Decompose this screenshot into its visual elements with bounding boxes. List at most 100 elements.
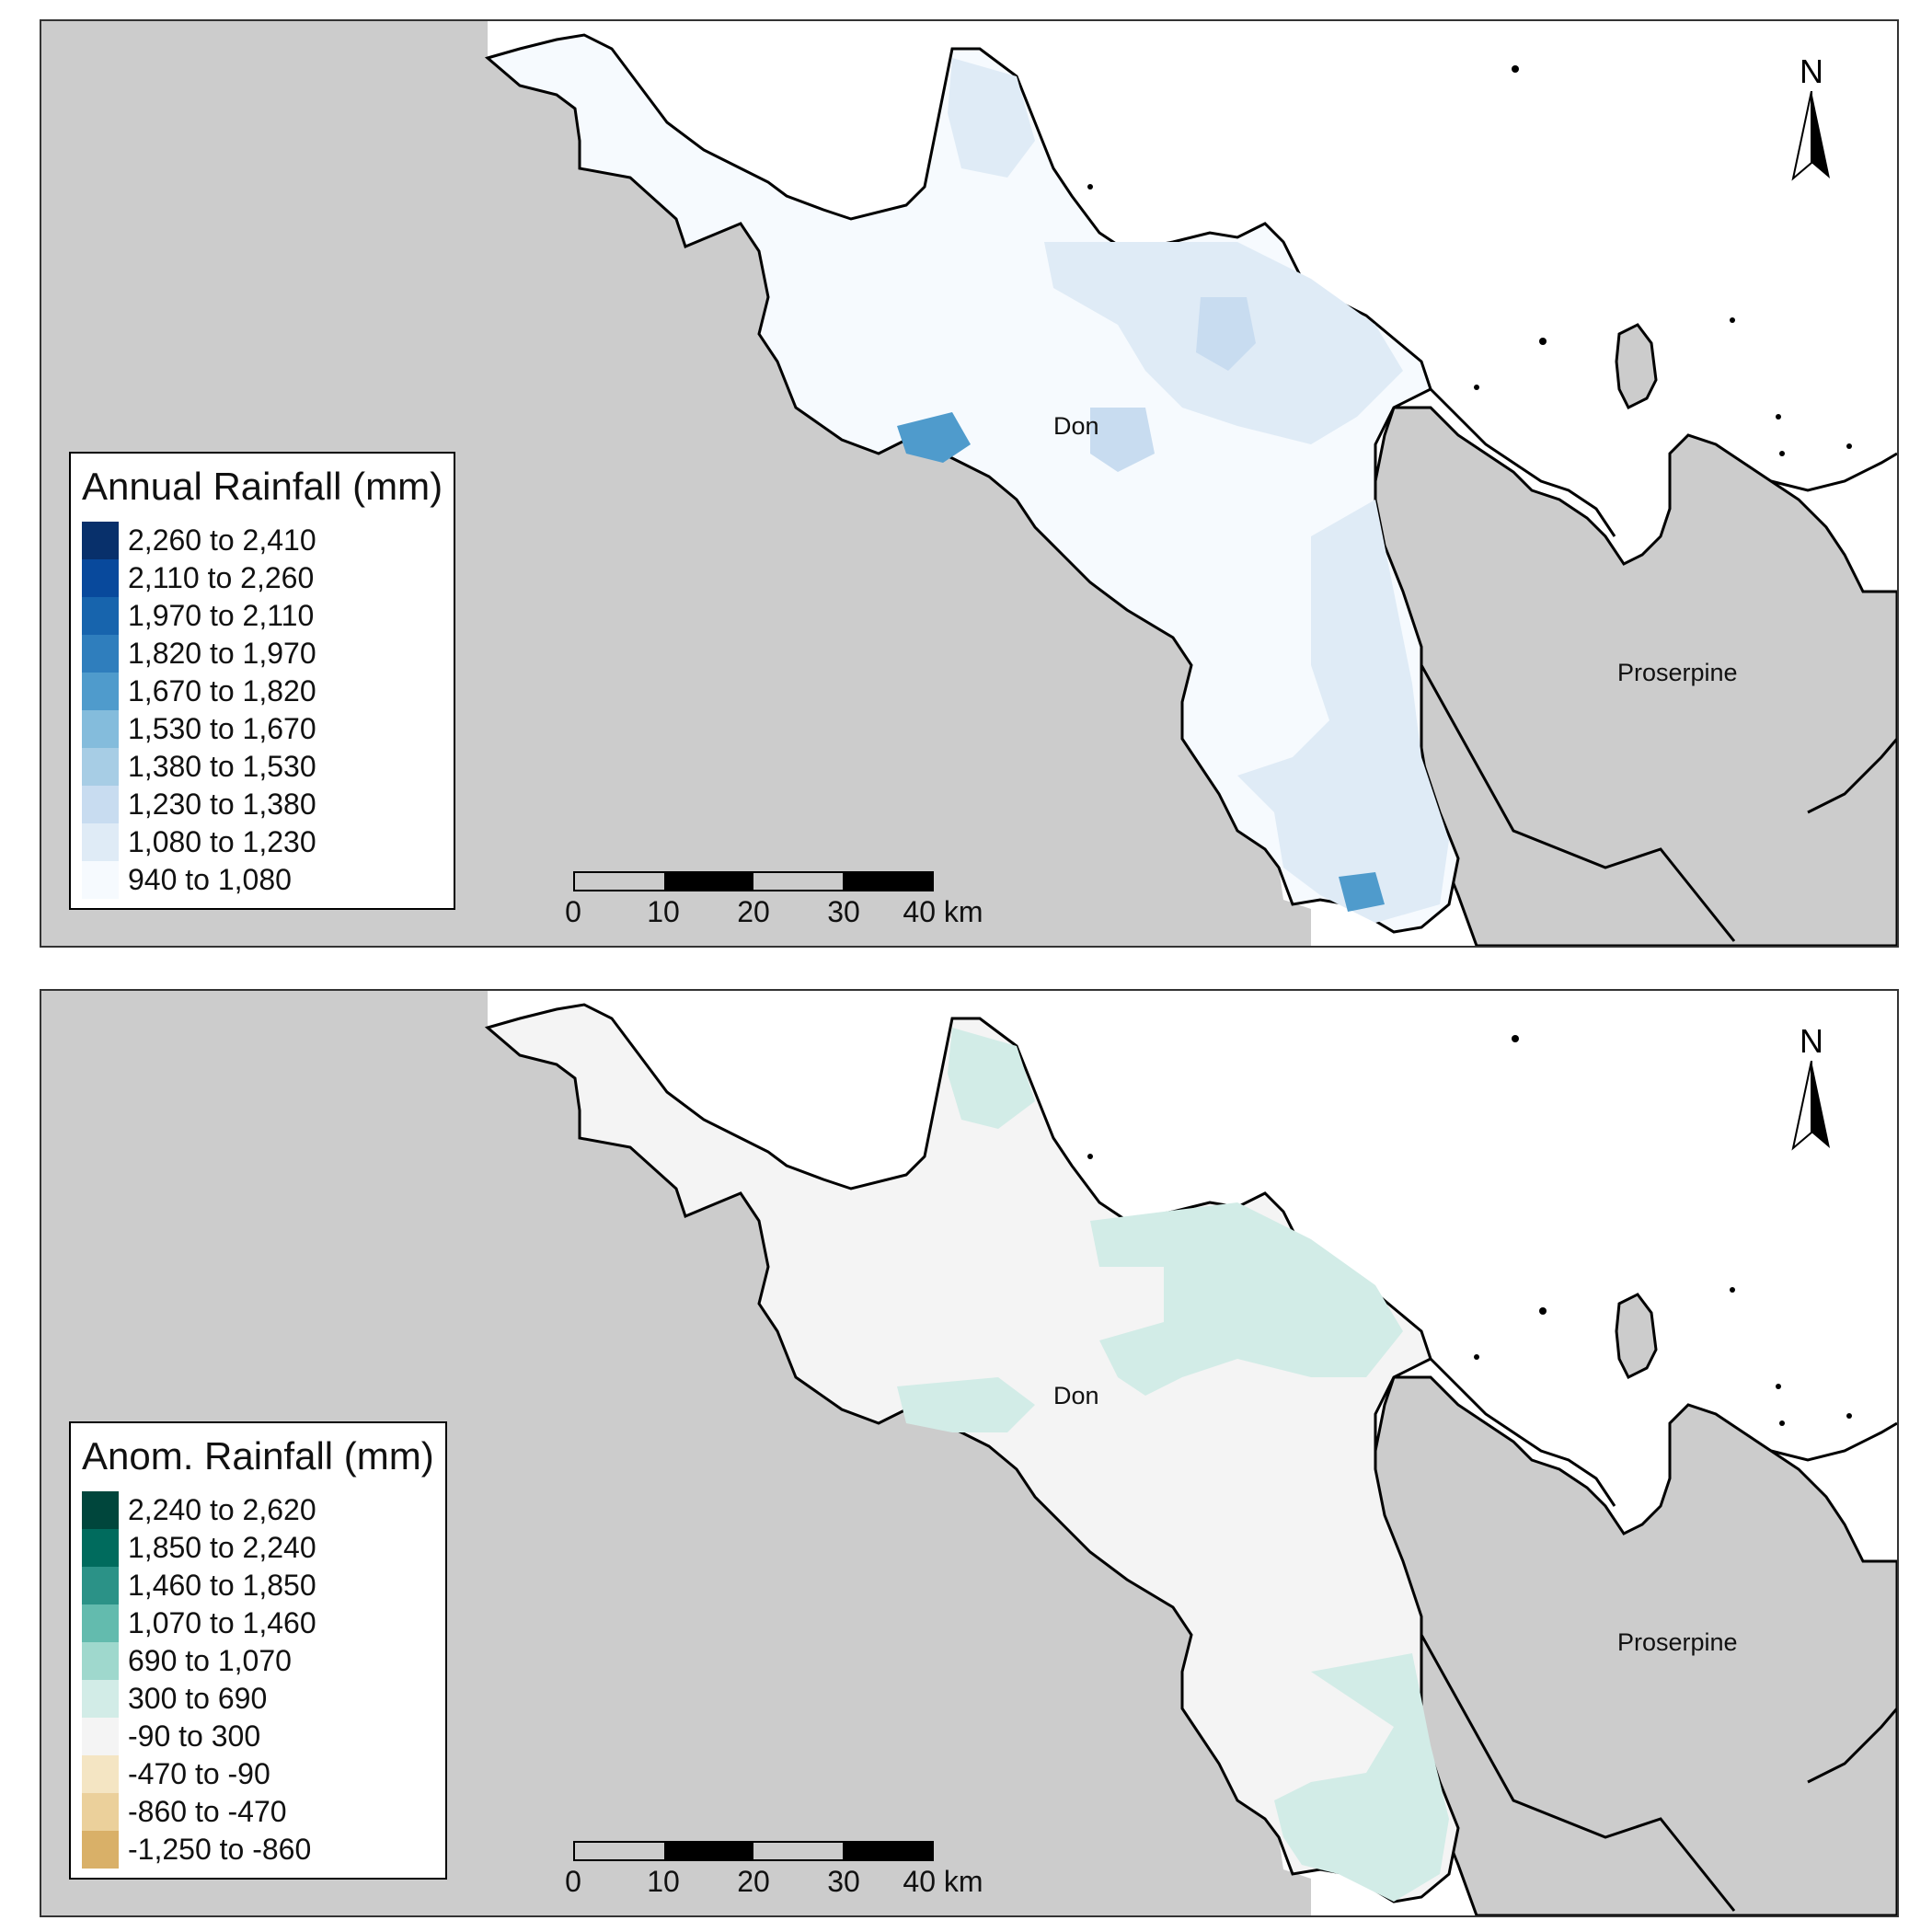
north-label: N [1800,52,1823,90]
rainfall-zone-peak-b [1090,408,1155,472]
legend-item: 1,460 to 1,850 [82,1567,434,1604]
legend-label: 2,110 to 2,260 [128,561,315,594]
legend-item: 1,530 to 1,670 [82,710,443,748]
legend-item: 1,850 to 2,240 [82,1529,434,1567]
legend-item: -1,250 to -860 [82,1831,434,1869]
north-arrow: N [1784,1022,1839,1160]
scale-tick: 30 [827,895,860,928]
legend-item: 1,080 to 1,230 [82,823,443,861]
legend-label: 1,070 to 1,460 [128,1606,316,1639]
legend-label: 1,380 to 1,530 [128,750,316,783]
scale-bar: 0 10 20 30 40 km [538,871,1017,936]
legend-item: -470 to -90 [82,1755,434,1793]
legend-item: 300 to 690 [82,1680,434,1718]
legend-swatch [82,1529,119,1567]
legend-label: 2,260 to 2,410 [128,523,316,557]
legend-swatch [82,1491,119,1529]
legend-item: 1,070 to 1,460 [82,1604,434,1642]
legend-annual: Annual Rainfall (mm) 2,260 to 2,410 2,110… [69,452,456,910]
legend-item: 2,240 to 2,620 [82,1491,434,1529]
legend-swatch [82,1567,119,1604]
scale-tick: 0 [565,895,581,928]
legend-swatch [82,673,119,710]
legend-label: 1,230 to 1,380 [128,788,316,821]
legend-item: 1,970 to 2,110 [82,597,443,635]
legend-title: Anom. Rainfall (mm) [82,1434,434,1478]
scale-tick: 40 km [903,895,983,928]
scale-bar-graphic [573,1841,934,1861]
legend-swatch [82,1642,119,1680]
legend-label: -90 to 300 [128,1719,261,1753]
island [1615,323,1658,410]
coastline [1420,1357,1897,1912]
legend-label: -860 to -470 [128,1795,287,1828]
legend-label: 1,820 to 1,970 [128,637,316,670]
rainfall-zone-peak-a [1196,297,1256,371]
place-label-proserpine: Proserpine [1617,659,1738,686]
legend-swatch [82,748,119,786]
rainfall-zone-hotspot-south [1339,872,1385,912]
legend-item: 940 to 1,080 [82,861,443,899]
legend-label: 1,080 to 1,230 [128,825,316,858]
scale-tick: 10 [647,895,680,928]
legend-swatch [82,1831,119,1869]
rainfall-zone-southeast [1237,500,1449,923]
legend-label: 1,850 to 2,240 [128,1531,316,1564]
anomaly-zone-east [1090,1202,1403,1396]
legend-label: 2,240 to 2,620 [128,1493,316,1526]
scale-tick: 30 [827,1865,860,1898]
legend-item: 2,110 to 2,260 [82,559,443,597]
legend-anomaly: Anom. Rainfall (mm) 2,240 to 2,620 1,850 … [69,1421,447,1880]
legend-label: 300 to 690 [128,1682,268,1715]
legend-label: 1,970 to 2,110 [128,599,315,632]
map-panel-annual: Don Proserpine N 0 10 20 30 40 km Annual… [40,19,1899,948]
north-arrow-icon [1791,91,1830,181]
legend-swatch [82,1718,119,1755]
legend-label: 940 to 1,080 [128,863,292,896]
legend-item: -860 to -470 [82,1793,434,1831]
place-label-proserpine: Proserpine [1617,1628,1738,1656]
legend-swatch [82,1755,119,1793]
legend-swatch [82,1604,119,1642]
legend-swatch [82,559,119,597]
anomaly-zone-west [897,1377,1035,1432]
north-arrow: N [1784,52,1839,190]
legend-item: 690 to 1,070 [82,1642,434,1680]
legend-label: 690 to 1,070 [128,1644,292,1677]
legend-title: Annual Rainfall (mm) [82,465,443,508]
legend-swatch [82,710,119,748]
anomaly-zone-south [1274,1653,1449,1902]
legend-label: -1,250 to -860 [128,1833,312,1866]
legend-label: 1,460 to 1,850 [128,1569,316,1602]
legend-item: 2,260 to 2,410 [82,522,443,559]
north-arrow-icon [1791,1061,1830,1151]
scale-tick: 40 km [903,1865,983,1898]
map-panel-anomaly: Don Proserpine N 0 10 20 30 40 km Anom. … [40,989,1899,1917]
scale-tick: 10 [647,1865,680,1898]
legend-item: 1,380 to 1,530 [82,748,443,786]
coastline [1420,387,1897,942]
legend-item: -90 to 300 [82,1718,434,1755]
rainfall-zone-hotspot-west [897,412,971,463]
legend-label: -470 to -90 [128,1757,270,1790]
legend-swatch [82,823,119,861]
place-label-don: Don [1053,1382,1099,1409]
small-islands [1087,1035,1852,1426]
north-label: N [1800,1022,1823,1060]
small-islands [1087,65,1852,456]
legend-item: 1,820 to 1,970 [82,635,443,673]
legend-item: 1,230 to 1,380 [82,786,443,823]
scale-bar: 0 10 20 30 40 km [538,1841,1017,1905]
legend-label: 1,530 to 1,670 [128,712,316,745]
legend-swatch [82,635,119,673]
legend-swatch [82,786,119,823]
island [1615,1293,1658,1380]
scale-bar-graphic [573,871,934,891]
legend-swatch [82,861,119,899]
scale-tick: 0 [565,1865,581,1898]
rainfall-zone-north [948,58,1035,178]
scale-tick: 20 [737,895,770,928]
legend-swatch [82,1793,119,1831]
legend-swatch [82,1680,119,1718]
scale-tick: 20 [737,1865,770,1898]
